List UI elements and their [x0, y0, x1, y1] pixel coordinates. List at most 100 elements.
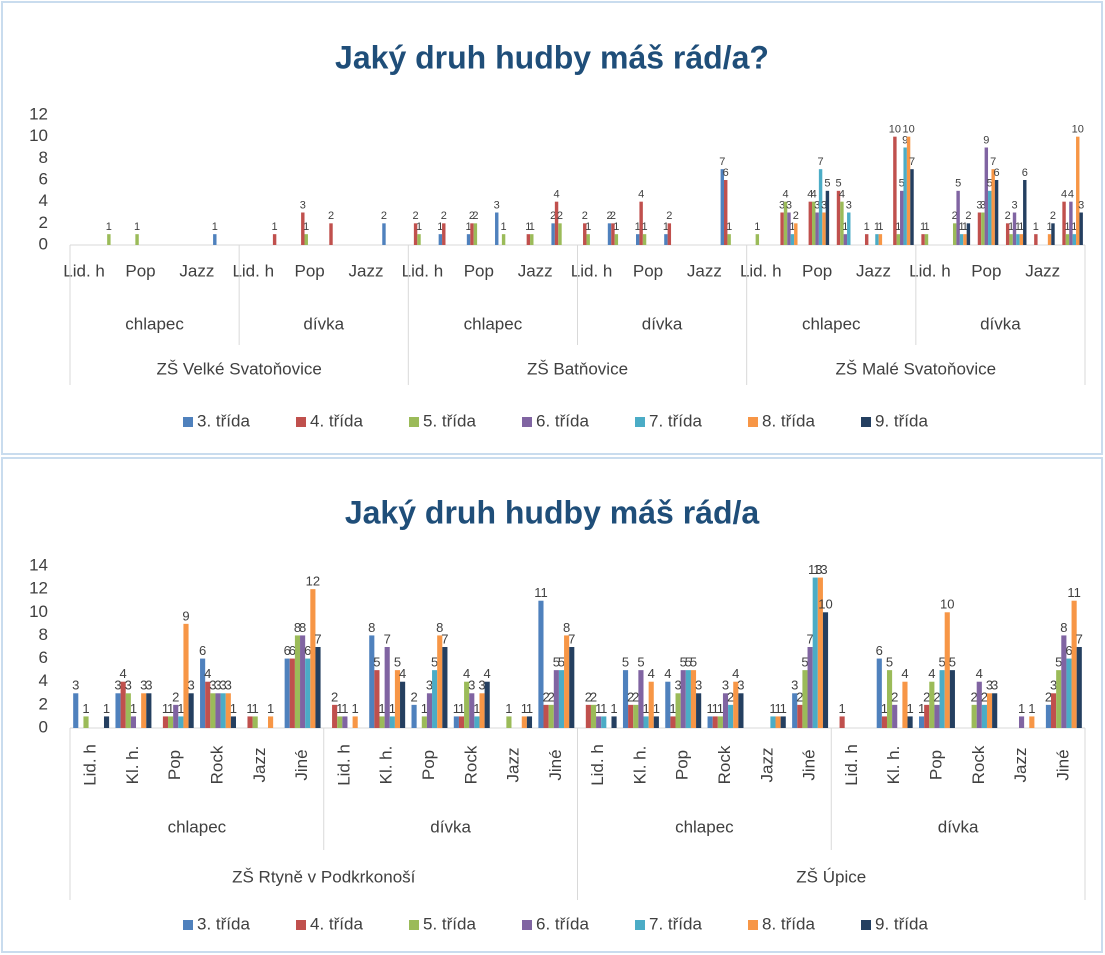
legend-swatch	[522, 920, 532, 930]
data-label: 2	[542, 689, 549, 704]
y-tick-label: 4	[39, 191, 48, 210]
data-label: 2	[606, 210, 612, 222]
data-label: 5	[824, 178, 830, 190]
data-label: 5	[886, 655, 893, 670]
bar	[389, 716, 395, 728]
bar	[878, 234, 883, 245]
data-label: 2	[627, 689, 634, 704]
data-label: 1	[501, 221, 507, 233]
school-label: ZŠ Úpice	[796, 867, 866, 886]
data-label: 1	[272, 221, 278, 233]
data-label: 3	[125, 678, 132, 693]
bar	[893, 136, 897, 245]
data-label: 9	[902, 134, 908, 146]
data-label: 1	[212, 221, 218, 233]
data-label: 2	[472, 210, 478, 222]
y-tick-label: 12	[29, 579, 48, 598]
bar	[808, 201, 813, 245]
bar	[875, 234, 879, 245]
bar	[115, 693, 121, 728]
bar	[530, 234, 534, 245]
bar	[526, 716, 533, 728]
x-tick-label: Jazz	[504, 748, 523, 783]
bar	[802, 670, 808, 728]
bar	[215, 693, 221, 728]
data-label: 1	[162, 701, 169, 716]
bar	[817, 577, 823, 728]
data-label: 3	[976, 199, 982, 211]
bar	[685, 670, 691, 728]
x-tick-label: Rock	[715, 745, 734, 784]
data-label: 4	[648, 666, 655, 681]
data-label: 1	[864, 221, 870, 233]
data-label: 3	[72, 678, 79, 693]
bar	[1009, 234, 1013, 245]
data-label: 1	[529, 221, 535, 233]
bar	[812, 201, 816, 245]
bar	[1012, 212, 1017, 245]
data-label: 1	[267, 701, 274, 716]
data-label: 5	[987, 178, 993, 190]
x-tick-label: Pop	[464, 261, 494, 280]
bar	[473, 223, 478, 245]
y-tick-label: 2	[39, 213, 48, 232]
data-label: 7	[1076, 631, 1083, 646]
data-label: 2	[666, 210, 672, 222]
bar	[135, 234, 139, 245]
legend-swatch	[861, 417, 871, 427]
data-label: 7	[568, 631, 575, 646]
data-label: 6	[284, 643, 291, 658]
data-label: 10	[902, 124, 914, 136]
data-label: 1	[1071, 221, 1077, 233]
bar	[717, 716, 723, 728]
legend-swatch	[296, 417, 306, 427]
bar	[886, 670, 893, 728]
legend-label: 8. třída	[762, 914, 815, 933]
bar	[907, 716, 913, 728]
bar	[755, 234, 760, 245]
data-label: 1	[726, 221, 732, 233]
data-label: 10	[889, 124, 901, 136]
bar	[432, 670, 438, 728]
data-label: 1	[1015, 221, 1021, 233]
data-label: 1	[103, 701, 110, 716]
data-label: 1	[458, 701, 465, 716]
bar	[305, 658, 311, 728]
bar	[162, 716, 169, 728]
bar	[289, 658, 295, 728]
bar	[966, 223, 971, 245]
bar	[981, 704, 987, 728]
bar	[643, 716, 649, 728]
bar	[906, 136, 911, 245]
bar	[464, 681, 470, 728]
data-label: 13	[813, 562, 827, 577]
data-label: 3	[695, 678, 702, 693]
data-label: 1	[839, 701, 846, 716]
data-label: 8	[563, 620, 570, 635]
data-label: 5	[690, 655, 697, 670]
legend-label: 9. třída	[875, 914, 928, 933]
bar	[205, 681, 211, 728]
bar	[981, 212, 985, 245]
data-label: 8	[299, 620, 306, 635]
bar	[225, 693, 231, 728]
data-label: 5	[955, 178, 961, 190]
data-label: 3	[209, 678, 216, 693]
data-label: 6	[289, 643, 296, 658]
bar	[992, 693, 998, 728]
bar	[438, 234, 443, 245]
x-tick-label: Pop	[633, 261, 663, 280]
bar	[724, 180, 728, 245]
bar	[382, 223, 386, 245]
data-label: 3	[722, 678, 729, 693]
x-tick-label: Kl. h.	[630, 746, 649, 785]
bar	[442, 223, 446, 245]
legend-swatch	[861, 920, 871, 930]
bar	[1056, 670, 1062, 728]
data-label: 4	[1068, 189, 1074, 201]
data-label: 2	[891, 689, 898, 704]
group-label: dívka	[642, 314, 683, 333]
legend-swatch	[409, 920, 419, 930]
data-label: 5	[801, 655, 808, 670]
data-label: 4	[463, 666, 470, 681]
